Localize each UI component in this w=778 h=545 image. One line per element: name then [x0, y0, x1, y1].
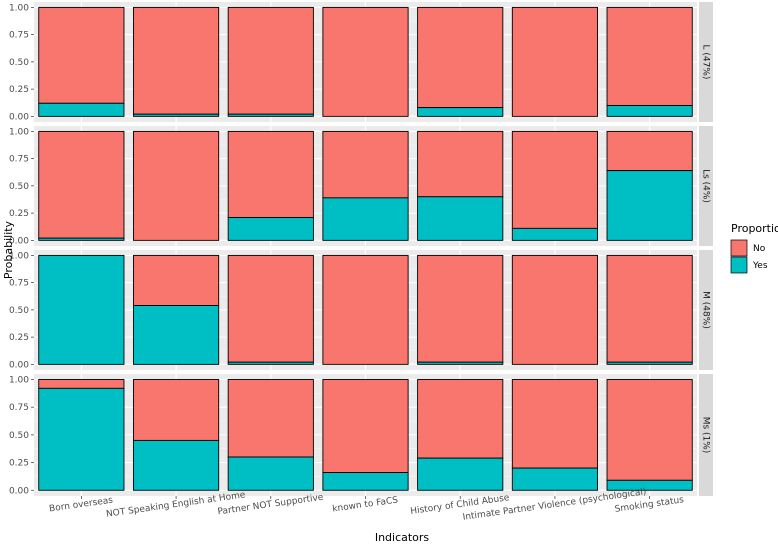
- facet-strip: [699, 126, 713, 246]
- bar-segment-no: [511, 254, 598, 365]
- bar-segment-yes: [417, 361, 504, 365]
- facet-strip-label: M (48%): [701, 291, 711, 329]
- y-tick-label: 0.00: [9, 486, 29, 496]
- legend-key-no: [730, 239, 748, 257]
- bar-segment-yes: [606, 105, 693, 117]
- bar-segment-yes: [606, 361, 693, 365]
- y-tick-label: 0.00: [9, 112, 29, 122]
- bar-segment-no: [132, 130, 220, 241]
- facet-panel: 0.00 0.25 0.50 0.75 1.00 L (47%): [9, 2, 713, 122]
- bar-segment-yes: [227, 456, 314, 491]
- bar-segment-no: [417, 130, 504, 198]
- bar-segment-no: [511, 379, 598, 469]
- facet-strip-label: Ls (4%): [701, 169, 711, 203]
- bar-segment-yes: [227, 217, 314, 241]
- y-tick-label: 0.50: [9, 306, 29, 316]
- legend: Proportion No Yes: [730, 222, 778, 274]
- facet-strip-label: Ms (1%): [701, 417, 711, 454]
- legend-title: Proportion: [731, 222, 778, 235]
- bar-segment-yes: [606, 479, 693, 491]
- x-axis-title: Indicators: [375, 531, 430, 544]
- bar-segment-no: [38, 6, 125, 104]
- facet-panels: 0.000.250.500.751.00L (47%)0.000.250.500…: [9, 2, 713, 496]
- y-tick-label: 1.00: [9, 251, 29, 261]
- bar-segment-no: [322, 379, 409, 473]
- bar-segment-yes: [38, 237, 125, 241]
- y-tick-label: 1.00: [9, 375, 29, 385]
- bar-segment-yes: [417, 196, 504, 241]
- legend-label-yes: Yes: [752, 261, 768, 271]
- bar-segment-yes: [322, 472, 409, 491]
- bar-segment-yes: [38, 387, 125, 491]
- y-tick-label: 0.25: [9, 85, 29, 95]
- facet-strip-label: L (47%): [701, 45, 711, 80]
- legend-label-no: No: [753, 244, 766, 254]
- bar-segment-yes: [227, 361, 314, 365]
- facet-strip: [699, 2, 713, 122]
- facet-strip: [699, 374, 713, 496]
- y-tick-label: 0.00: [9, 360, 29, 370]
- bar-segment-yes: [38, 254, 125, 365]
- bar-segment-no: [606, 130, 693, 172]
- bar-segment-no: [132, 6, 220, 115]
- bar-segment-no: [417, 379, 504, 459]
- bar-segment-no: [227, 379, 314, 458]
- bar-segment-no: [227, 6, 314, 115]
- bar-segment-no: [38, 379, 125, 389]
- bar-segment-yes: [132, 113, 220, 117]
- y-tick-label: 0.75: [9, 155, 29, 165]
- y-tick-label: 0.25: [9, 333, 29, 343]
- bar-segment-yes: [511, 227, 598, 241]
- bar-segment-no: [227, 130, 314, 218]
- y-tick-label: 0.75: [9, 403, 29, 413]
- y-axis-title: Probability: [2, 220, 15, 279]
- facet-panel: 0.00 0.25 0.50 0.75 1.00 Ls (4%): [9, 126, 713, 246]
- bar-segment-no: [322, 6, 409, 117]
- bar-segment-no: [227, 254, 314, 363]
- bar-segment-no: [606, 379, 693, 481]
- bar-segment-no: [606, 254, 693, 363]
- bar-segment-yes: [322, 197, 409, 241]
- bar-segment-no: [511, 130, 598, 229]
- bar-segment-yes: [417, 107, 504, 117]
- bar-segment-no: [132, 254, 220, 306]
- y-tick-label: 0.75: [9, 279, 29, 289]
- facet-panel: 0.00 0.25 0.50 0.75 1.00 M (48%): [9, 250, 713, 370]
- bar-segment-no: [606, 6, 693, 106]
- y-tick-label: 0.50: [9, 182, 29, 192]
- y-tick-label: 0.50: [9, 58, 29, 68]
- bar-segment-yes: [132, 439, 220, 491]
- bar-segment-yes: [38, 102, 125, 117]
- y-tick-label: 1.00: [9, 3, 29, 13]
- bar-segment-yes: [417, 457, 504, 491]
- y-tick-label: 0.50: [9, 431, 29, 441]
- bar-segment-no: [322, 254, 409, 365]
- bar-segment-yes: [132, 305, 220, 365]
- bar-segment-no: [417, 6, 504, 109]
- bar-segment-no: [322, 130, 409, 199]
- bar-segment-yes: [227, 113, 314, 117]
- legend-key-yes: [730, 256, 748, 274]
- bar-segment-no: [38, 130, 125, 239]
- y-tick-label: 0.25: [9, 209, 29, 219]
- y-tick-label: 0.00: [9, 236, 29, 246]
- bar-segment-yes: [511, 467, 598, 491]
- bar-segment-no: [417, 254, 504, 363]
- facet-strip: [699, 250, 713, 370]
- y-tick-label: 0.75: [9, 31, 29, 41]
- bar-segment-yes: [606, 170, 693, 241]
- facet-panel: 0.00 0.25 0.50 0.75 1.00 Ms (1%): [9, 374, 713, 496]
- y-tick-label: 0.25: [9, 459, 29, 469]
- y-tick-label: 1.00: [9, 127, 29, 137]
- bar-segment-no: [132, 379, 220, 441]
- bar-segment-no: [511, 6, 598, 117]
